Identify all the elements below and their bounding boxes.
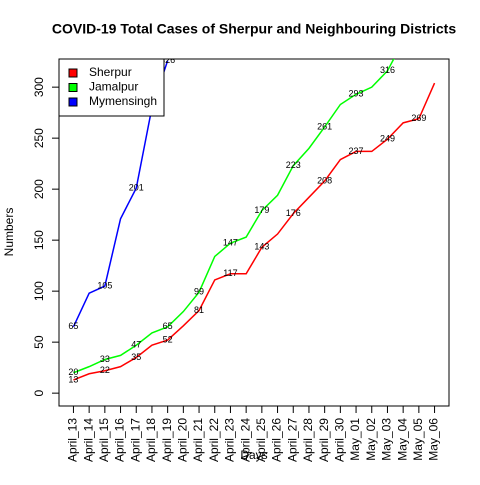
data-label: 261 [317,121,332,131]
data-label: 33 [100,354,110,364]
y-tick-label: 0 [32,389,46,396]
x-tick-label: May_03 [380,418,394,461]
y-tick-label: 200 [32,179,46,199]
data-label: 52 [163,334,173,344]
legend-swatch [68,97,78,107]
x-tick-label: April_27 [285,418,299,462]
legend-swatch [68,83,78,92]
x-tick-label: April_29 [317,418,331,462]
data-label: 22 [100,365,110,375]
data-label: 201 [129,183,144,193]
data-label: 20 [68,367,78,377]
data-label: 99 [194,287,204,297]
x-axis-label: Days [240,448,267,462]
x-tick-label: May_02 [364,418,378,461]
series-line [73,59,395,374]
y-tick-label: 250 [32,128,46,148]
x-tick-label: April_15 [97,418,111,462]
plot-area: 13 22 35 52 81 117 143 176 208 237 249 269 20 33 47 65 9… [68,55,436,384]
legend-label: Sherpur [89,65,132,79]
data-label: 13 [68,374,78,384]
data-label: 35 [131,352,141,362]
x-tick-label: April_13 [66,418,80,462]
x-tick-label: April_23 [223,418,237,462]
data-label: 249 [380,134,395,144]
data-label: 105 [97,280,112,290]
x-tick-label: April_20 [176,418,190,462]
plot-frame [58,58,450,407]
data-label: 237 [349,146,364,156]
y-axis-label: Numbers [2,208,16,257]
x-tick-label: May_06 [427,418,441,461]
x-tick-label: April_19 [160,418,174,462]
data-label: 269 [411,113,426,123]
x-tick-label: April_17 [128,418,142,462]
y-tick-label: 100 [32,281,46,301]
y-tick-label: 300 [32,77,46,97]
legend-swatch [68,68,78,78]
x-tick-label: May_04 [395,418,409,461]
data-label: 223 [286,160,301,170]
x-tick-label: April_24 [238,418,252,462]
series-line [73,82,436,381]
legend-label: Jamalpur [89,80,138,94]
data-label: 316 [380,65,395,75]
x-tick-label: April_28 [301,418,315,462]
data-label: 65 [163,321,173,331]
data-label: 176 [286,208,301,218]
x-tick-label: April_16 [113,418,127,462]
data-label: 208 [317,175,332,185]
data-label: 293 [349,89,364,99]
data-label: 81 [194,305,204,315]
data-label: 117 [223,268,237,278]
x-tick-label: April_21 [191,418,205,462]
x-tick-label: May_05 [411,418,425,461]
data-label: 143 [254,242,269,252]
y-tick-label: 150 [32,230,46,250]
x-tick-label: April_25 [254,418,268,462]
x-tick-label: April_18 [144,418,158,462]
x-tick-label: April_22 [207,418,221,462]
legend-label: Mymensingh [89,94,157,108]
x-tick-label: May_01 [348,418,362,461]
data-label: 47 [131,340,141,350]
x-tick-label: April_14 [81,418,95,462]
x-tick-label: April_30 [333,418,347,462]
data-label: 179 [254,205,269,215]
y-tick-label: 50 [32,335,46,349]
chart-title: COVID-19 Total Cases of Sherpur and Neig… [52,21,456,37]
data-label: 147 [223,238,238,248]
x-tick-label: April_26 [270,418,284,462]
data-label: 65 [68,321,78,331]
data-label: 326 [160,55,175,65]
